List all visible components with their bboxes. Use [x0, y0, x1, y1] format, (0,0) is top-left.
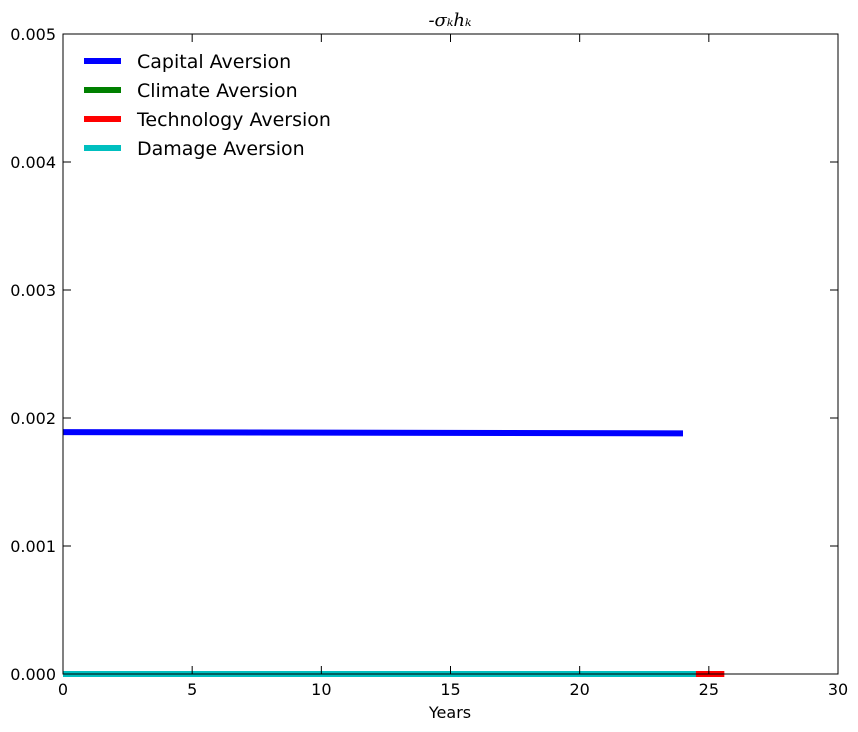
y-tick-label-0: 0.000 [10, 665, 56, 684]
y-tick-label-5: 0.005 [10, 25, 56, 44]
x-tick-label-6: 30 [828, 680, 848, 699]
chart-title: -σₖhₖ [428, 10, 472, 31]
legend-label-3: Damage Aversion [137, 138, 305, 160]
x-tick-label-4: 20 [569, 680, 589, 699]
y-tick-label-3: 0.003 [10, 281, 56, 300]
x-tick-label-3: 15 [440, 680, 460, 699]
legend: Capital Aversion Climate Aversion Technolo… [84, 51, 331, 160]
legend-label-1: Climate Aversion [137, 80, 298, 102]
x-axis-label: Years [428, 703, 471, 722]
x-tick-label-1: 5 [187, 680, 197, 699]
plot-background [63, 34, 838, 674]
x-tick-label-5: 25 [699, 680, 719, 699]
legend-label-2: Technology Aversion [136, 109, 331, 131]
y-tick-label-4: 0.004 [10, 153, 56, 172]
series-line-0 [62, 429, 684, 437]
x-tick-label-2: 10 [311, 680, 331, 699]
x-tick-label-0: 0 [58, 680, 68, 699]
ticks-layer: 0 5 10 15 20 25 30 0.000 0.001 0.002 0.003 0.004 0.0… [10, 25, 848, 699]
y-tick-label-1: 0.001 [10, 537, 56, 556]
legend-label-0: Capital Aversion [137, 51, 291, 73]
y-tick-label-2: 0.002 [10, 409, 56, 428]
